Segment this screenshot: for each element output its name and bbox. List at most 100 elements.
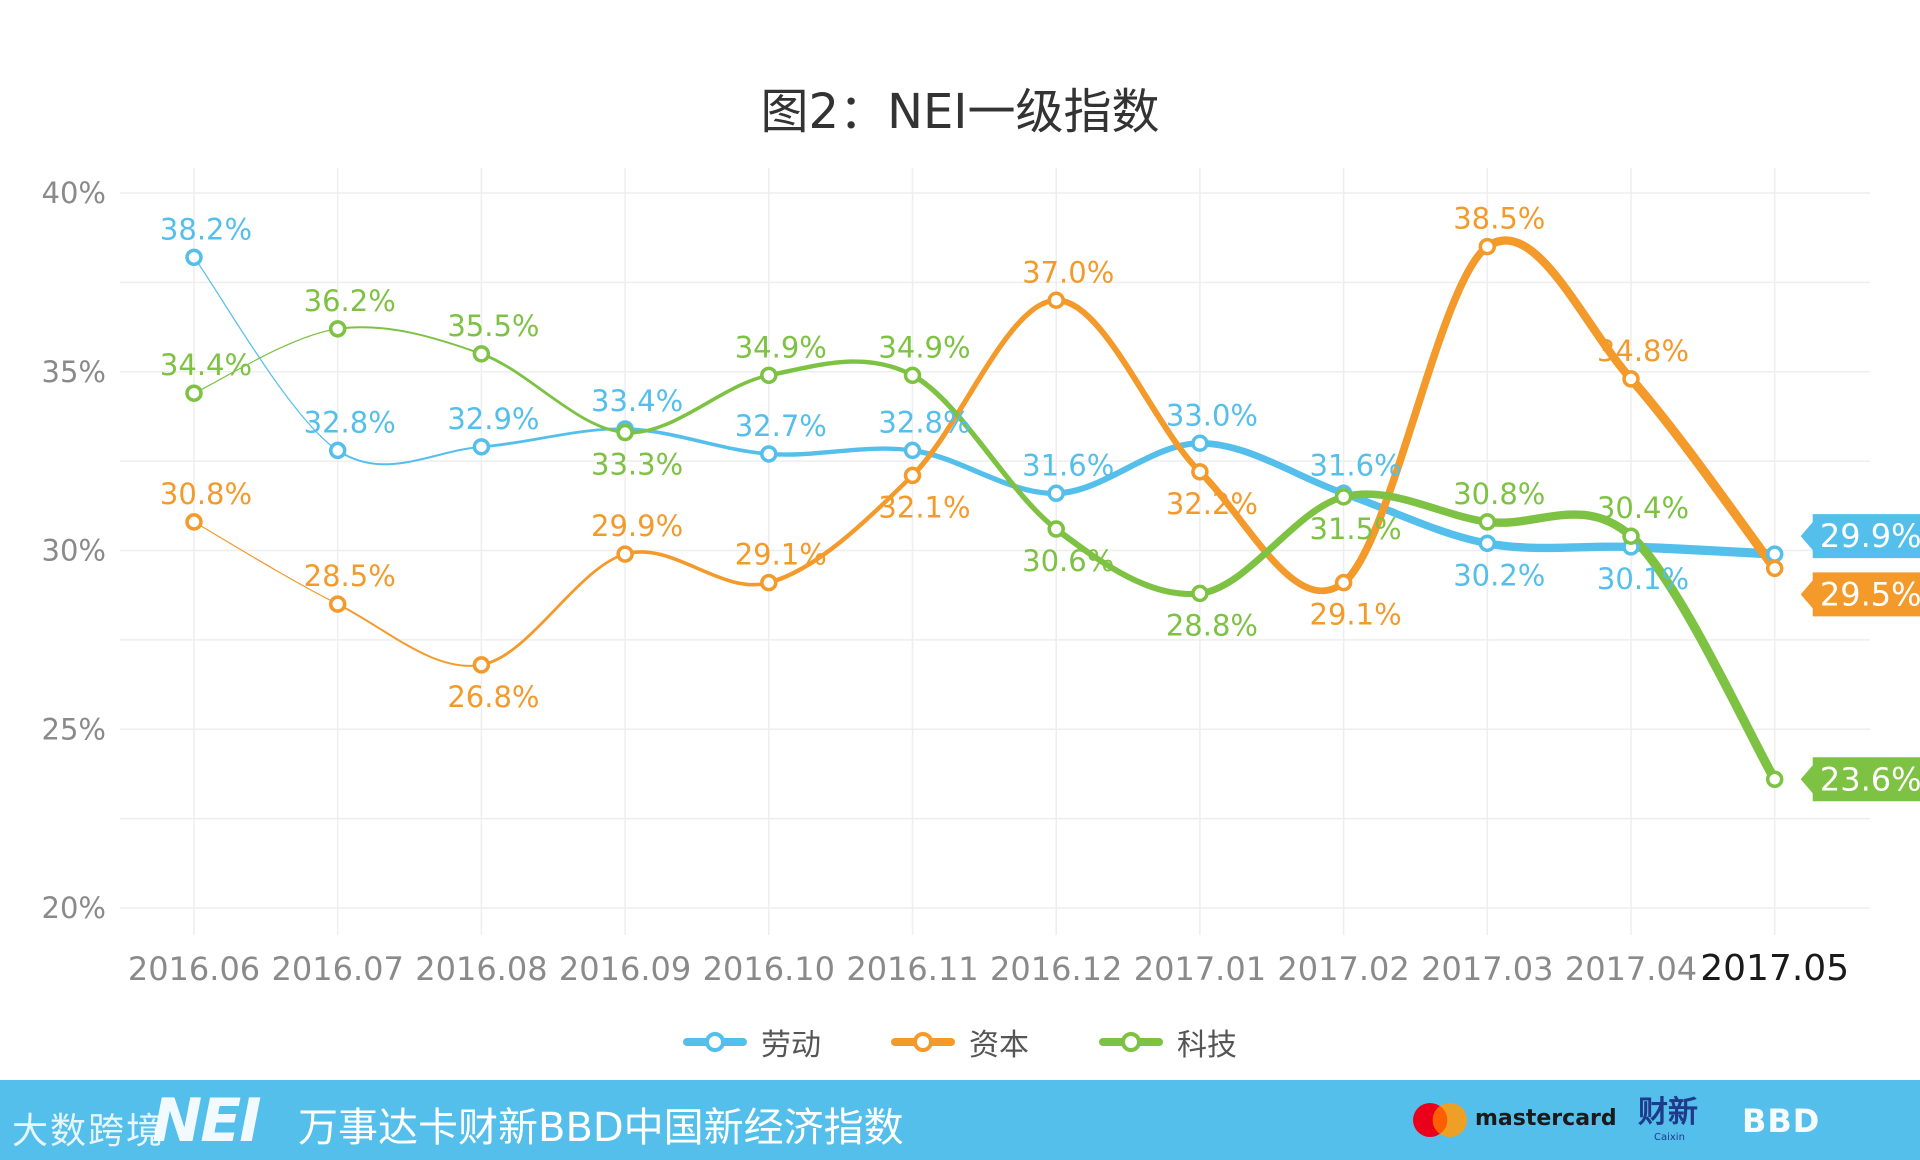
legend-label-capital: 资本 (969, 1028, 1029, 1063)
y-axis: 20% 25% 30% 35% 40% (42, 176, 106, 925)
data-point-tech[interactable] (1622, 527, 1640, 545)
series-line-capital (766, 473, 915, 585)
data-label-labor: 32.7% (735, 409, 827, 443)
data-point-capital[interactable] (760, 573, 778, 592)
data-point-capital[interactable] (1478, 237, 1497, 256)
data-point-capital[interactable] (1047, 291, 1065, 309)
data-point-capital[interactable] (1191, 463, 1209, 481)
series-line-capital (480, 552, 627, 667)
end-flag-label: 29.5% (1820, 575, 1920, 613)
data-point-labor[interactable] (760, 445, 778, 463)
series-line-capital (1339, 242, 1492, 587)
chart-title: 图2：NEI一级指数 (760, 84, 1160, 140)
y-tick-label: 20% (42, 891, 106, 925)
end-flag-label: 23.6% (1820, 760, 1920, 798)
data-point-capital[interactable] (1334, 573, 1353, 592)
data-label-capital: 28.5% (304, 559, 396, 593)
data-point-capital[interactable] (472, 656, 491, 674)
series-lines (193, 236, 1780, 784)
series-line-tech (766, 359, 915, 378)
series-line-tech (480, 352, 627, 434)
x-tick-label: 2016.10 (703, 950, 835, 988)
data-point-labor[interactable] (1047, 484, 1065, 503)
x-tick-label: 2017.02 (1277, 950, 1409, 988)
legend-label-tech: 科技 (1177, 1028, 1237, 1063)
data-label-labor: 33.0% (1166, 398, 1258, 432)
data-point-labor[interactable] (472, 438, 491, 456)
data-point-labor[interactable] (185, 248, 203, 267)
x-tick-label: 2016.11 (846, 950, 978, 988)
data-point-tech[interactable] (616, 423, 634, 442)
data-label-labor: 30.2% (1453, 558, 1545, 592)
data-point-tech[interactable] (185, 384, 203, 402)
y-tick-label: 35% (42, 355, 106, 389)
data-point-tech[interactable] (1334, 488, 1353, 506)
data-point-labor[interactable] (1765, 545, 1784, 563)
data-point-tech[interactable] (472, 345, 491, 363)
data-label-labor: 31.6% (1310, 448, 1402, 482)
grid (120, 168, 1870, 935)
series-line-capital (1053, 297, 1203, 475)
y-tick-label: 30% (42, 534, 106, 568)
data-label-tech: 35.5% (447, 309, 539, 343)
legend-swatch-tech (1099, 1032, 1163, 1052)
data-label-capital: 37.0% (1022, 255, 1114, 289)
data-point-capital[interactable] (1765, 559, 1784, 578)
data-point-capital[interactable] (1622, 370, 1640, 388)
data-label-tech: 31.5% (1310, 512, 1402, 546)
data-point-labor[interactable] (903, 441, 922, 460)
series-line-tech (1483, 510, 1636, 541)
series-line-labor (193, 256, 339, 451)
data-point-capital[interactable] (616, 545, 634, 563)
data-point-labor[interactable] (1191, 434, 1209, 452)
x-axis: 2016.06 2016.07 2016.08 2016.09 2016.10 2016.… (128, 948, 1849, 989)
x-tick-label: 2017.04 (1565, 950, 1697, 988)
caixin-subtitle: Caixin (1654, 1132, 1685, 1143)
data-point-tech[interactable] (1478, 513, 1497, 531)
data-label-labor: 30.1% (1597, 562, 1689, 596)
series-line-tech (909, 372, 1059, 532)
y-tick-label: 25% (42, 712, 106, 746)
legend-swatch-capital (891, 1032, 955, 1052)
data-point-capital[interactable] (328, 595, 347, 613)
data-point-tech[interactable] (1047, 520, 1065, 538)
footer-banner: 大数跨境 NEI 万事达卡财新BBD中国新经济指数 mastercard 财新 … (0, 1080, 1920, 1160)
y-tick-label: 40% (42, 176, 106, 210)
legend-item-labor[interactable]: 劳动 (683, 1020, 821, 1064)
legend-item-capital[interactable]: 资本 (891, 1020, 1029, 1064)
data-point-tech[interactable] (1765, 770, 1784, 789)
data-point-tech[interactable] (328, 320, 347, 338)
data-label-capital: 32.1% (878, 490, 970, 524)
data-point-labor[interactable] (328, 441, 347, 460)
data-point-capital[interactable] (903, 466, 922, 485)
data-point-tech[interactable] (903, 366, 922, 385)
x-tick-label: 2017.03 (1421, 950, 1553, 988)
data-label-tech: 36.2% (304, 284, 396, 318)
data-label-tech: 34.9% (735, 330, 827, 364)
data-label-capital: 34.8% (1597, 334, 1689, 368)
data-point-labor[interactable] (1478, 534, 1497, 553)
series-line-capital (1483, 236, 1636, 384)
data-label-labor: 32.9% (447, 402, 539, 436)
end-flag-tech: 23.6% (1800, 757, 1920, 802)
data-label-labor: 33.4% (591, 384, 683, 418)
legend-swatch-labor (683, 1032, 747, 1052)
x-tick-label: 2016.07 (272, 950, 404, 988)
data-point-tech[interactable] (760, 366, 778, 385)
end-flags: 29.9% 29.5% 23.6% (1800, 514, 1920, 802)
end-flag-shape (1800, 572, 1920, 617)
data-label-capital: 30.8% (160, 477, 252, 511)
line-chart: 20% 25% 30% 35% 40% 2016.06 2016.07 2016.08 201… (42, 168, 1920, 989)
data-point-capital[interactable] (185, 513, 203, 531)
data-label-labor: 38.2% (160, 212, 252, 246)
series-line-tech (1196, 493, 1347, 597)
series-line-tech (193, 328, 339, 394)
data-label-labor: 32.8% (304, 405, 396, 439)
series-line-labor (1196, 439, 1347, 497)
data-label-tech: 34.4% (160, 348, 252, 382)
data-point-tech[interactable] (1191, 584, 1209, 603)
data-label-labor: 31.6% (1022, 448, 1114, 482)
end-flag-shape (1800, 757, 1920, 802)
legend-item-tech[interactable]: 科技 (1099, 1020, 1237, 1064)
